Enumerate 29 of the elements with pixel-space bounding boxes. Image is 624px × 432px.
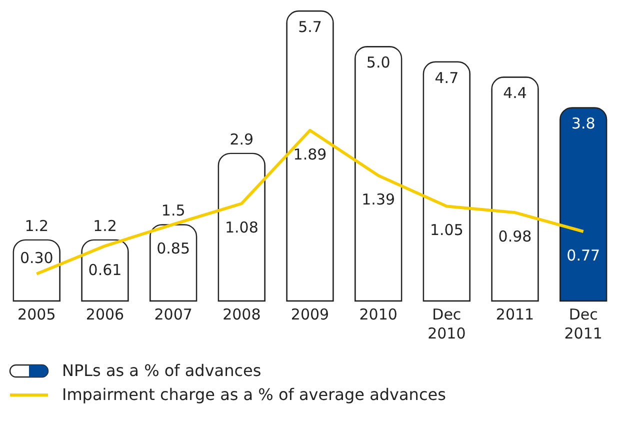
data-label: 5.0 <box>366 54 390 72</box>
x-tick-label: 2009 <box>290 306 330 324</box>
x-tick-label: 2010 <box>359 306 398 324</box>
legend-label: Impairment charge as a % of average advances <box>62 385 446 404</box>
data-label: 2.9 <box>230 130 254 148</box>
data-label: 3.8 <box>571 114 596 133</box>
data-label: 1.2 <box>24 216 49 235</box>
x-tick-label: Dec 2010 <box>428 306 466 342</box>
data-label: 1.39 <box>362 190 396 209</box>
data-label: 0.77 <box>566 246 600 264</box>
x-tick-label: Dec 2011 <box>564 306 602 342</box>
data-label: 1.05 <box>430 221 464 240</box>
data-label: 1.08 <box>224 218 258 237</box>
data-label: 0.85 <box>156 239 190 258</box>
x-tick-label: 2007 <box>154 306 192 324</box>
legend-label: NPLs as a % of advances <box>62 361 262 380</box>
data-label: 4.4 <box>503 84 527 102</box>
x-tick-label: 2006 <box>86 306 124 324</box>
data-label: 0.30 <box>20 248 54 267</box>
x-tick-label: 2011 <box>496 306 534 324</box>
data-label: 1.5 <box>161 202 186 220</box>
data-label: 1.89 <box>293 145 327 164</box>
x-tick-label: 2005 <box>18 306 56 324</box>
data-label: 1.2 <box>93 216 117 235</box>
data-label: 5.7 <box>298 18 322 36</box>
data-label: 4.7 <box>434 68 459 87</box>
data-label: 0.98 <box>498 228 532 246</box>
data-label: 0.61 <box>88 260 122 279</box>
x-tick-label: 2008 <box>222 306 261 324</box>
